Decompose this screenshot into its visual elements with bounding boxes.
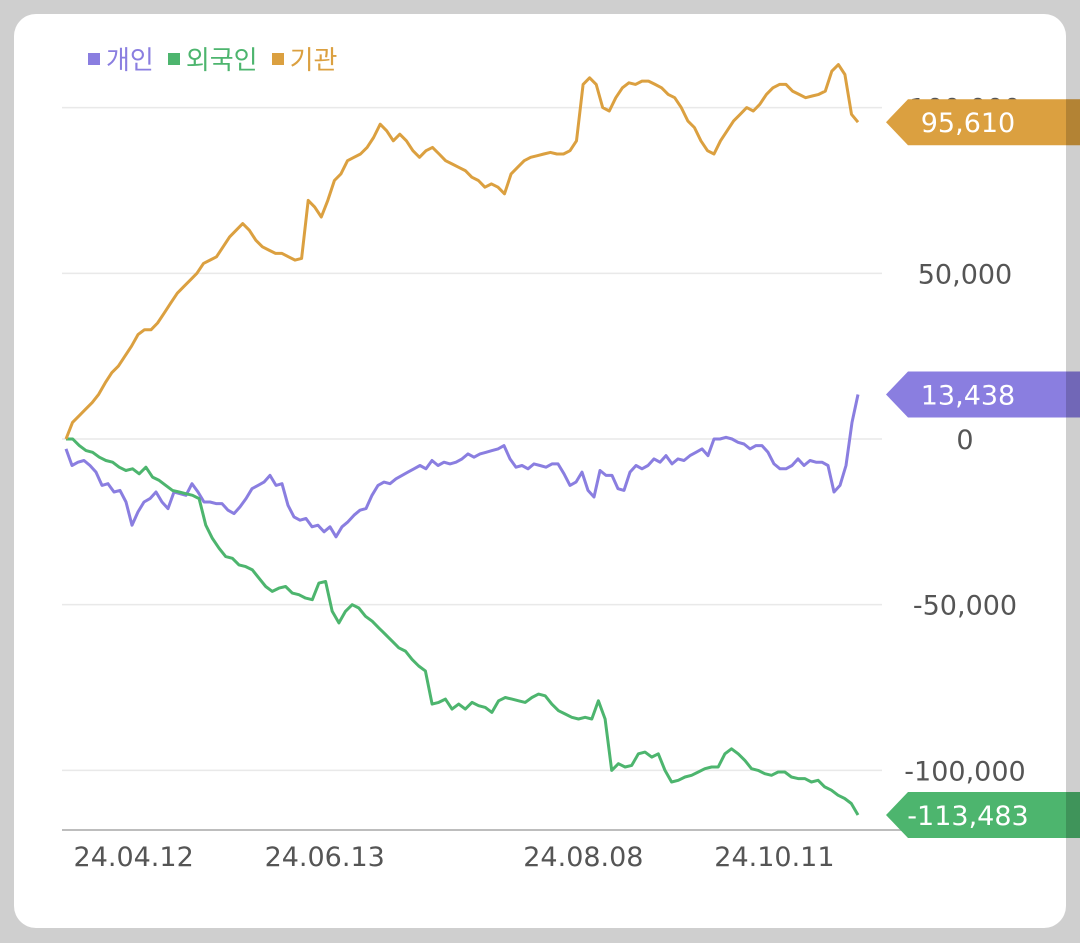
y-tick-label: 0 (956, 425, 973, 456)
last-value-label: -113,483 (907, 801, 1028, 832)
series-line-2 (64, 63, 860, 440)
legend-swatch (88, 52, 100, 65)
x-tick-label: 24.10.11 (714, 842, 834, 873)
last-value-tag (886, 371, 1080, 418)
x-tick-label: 24.06.13 (265, 842, 385, 873)
chart-card (14, 14, 1066, 928)
series-line-1 (66, 437, 860, 816)
series-line-0 (64, 394, 860, 539)
x-tick-label: 24.08.08 (523, 842, 643, 873)
last-value-tag (886, 792, 1080, 839)
legend-item-0[interactable]: 개인 (88, 40, 154, 77)
last-value-label: 95,610 (921, 108, 1015, 139)
last-value-tag (886, 99, 1080, 146)
tag-edge (1066, 99, 1080, 146)
legend-item-2[interactable]: 기관 (271, 40, 338, 77)
last-value-label: 13,438 (921, 380, 1015, 411)
legend-label: 개인 (106, 46, 154, 76)
y-tick-label: -100,000 (904, 756, 1025, 787)
legend-label: 기관 (289, 46, 338, 76)
x-tick-label: 24.04.12 (74, 842, 194, 873)
legend: 개인 외국인 기관 (88, 40, 337, 77)
legend-item-1[interactable]: 외국인 (167, 40, 258, 77)
tag-edge (1066, 792, 1080, 839)
legend-swatch (167, 52, 180, 65)
tag-edge (1066, 371, 1080, 418)
y-tick-label: 50,000 (918, 259, 1012, 290)
y-tick-label: -50,000 (913, 591, 1017, 622)
legend-label: 외국인 (185, 46, 258, 76)
legend-swatch (271, 52, 284, 65)
